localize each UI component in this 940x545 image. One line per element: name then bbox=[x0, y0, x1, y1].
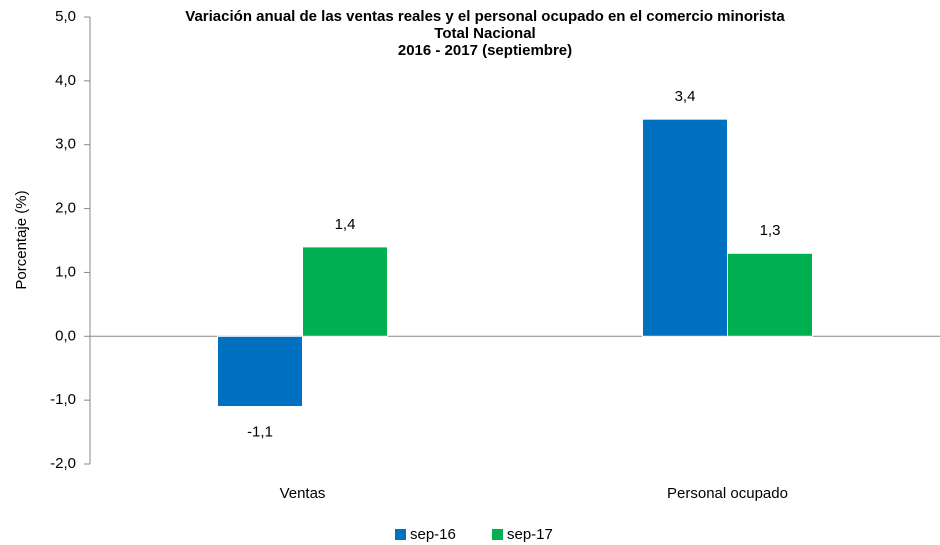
bar bbox=[727, 252, 813, 337]
x-tick-label: Personal ocupado bbox=[667, 485, 788, 502]
legend-swatch bbox=[395, 529, 406, 540]
y-tick-label: 1,0 bbox=[55, 263, 76, 280]
legend-swatch bbox=[492, 529, 503, 540]
y-tick-label: 4,0 bbox=[55, 72, 76, 89]
y-tick-label: 2,0 bbox=[55, 200, 76, 217]
y-axis-label: Porcentaje (%) bbox=[13, 190, 30, 289]
data-label: 3,4 bbox=[675, 88, 696, 105]
y-tick-label: -2,0 bbox=[50, 455, 76, 472]
x-tick-label: Ventas bbox=[280, 485, 326, 502]
bar bbox=[217, 335, 303, 408]
y-tick-label: 0,0 bbox=[55, 327, 76, 344]
y-tick-label: 3,0 bbox=[55, 136, 76, 153]
titles: Variación anual de las ventas reales y e… bbox=[120, 8, 850, 59]
legend-label: sep-16 bbox=[410, 526, 456, 543]
data-label: -1,1 bbox=[247, 423, 273, 440]
chart-period: 2016 - 2017 (septiembre) bbox=[397, 42, 573, 59]
y-tick-label: -1,0 bbox=[50, 391, 76, 408]
data-label: 1,3 bbox=[760, 222, 781, 239]
bar bbox=[302, 246, 388, 337]
legend-label: sep-17 bbox=[507, 526, 553, 543]
y-tick-label: 5,0 bbox=[55, 8, 76, 25]
data-label: 1,4 bbox=[335, 216, 356, 233]
chart-title: Variación anual de las ventas reales y e… bbox=[185, 8, 785, 25]
chart-subtitle: Total Nacional bbox=[434, 25, 536, 42]
bar bbox=[642, 118, 728, 337]
